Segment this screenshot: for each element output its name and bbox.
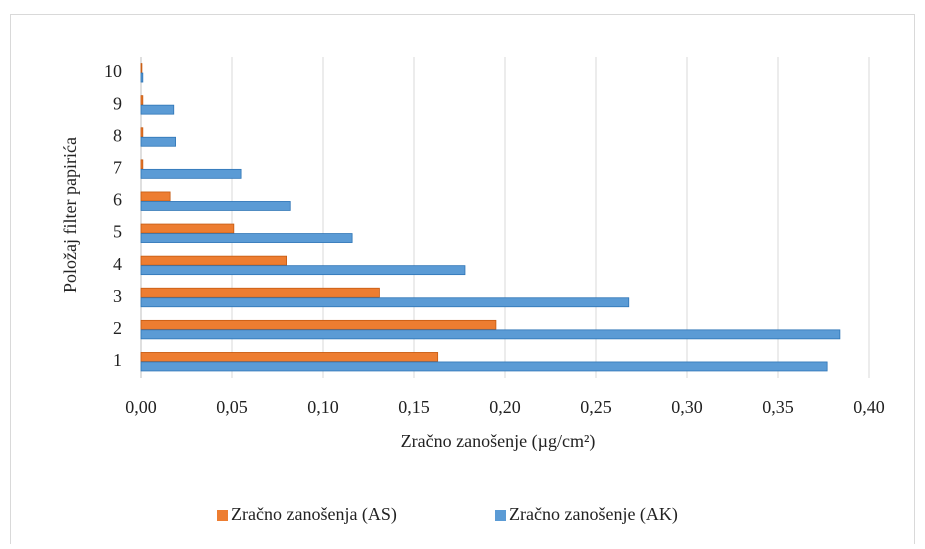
bar [140, 319, 497, 330]
y-tick-label: 7 [113, 157, 122, 177]
x-tick-label: 0,40 [853, 397, 885, 417]
bar [140, 72, 144, 83]
bar [140, 168, 242, 179]
y-axis-label: Položaj filter papirića [60, 137, 80, 293]
y-tick-label: 4 [113, 254, 122, 274]
bar [140, 159, 144, 170]
bar [140, 201, 291, 211]
bar [140, 287, 380, 298]
bar [140, 297, 630, 308]
legend-label: Zračno zanošenje (AK) [509, 504, 678, 525]
x-tick-label: 0,30 [671, 397, 703, 417]
bar [140, 233, 353, 243]
x-tick-label: 0,20 [489, 397, 521, 417]
bar [140, 223, 235, 234]
x-tick-label: 0,25 [580, 397, 612, 417]
bar [140, 191, 171, 202]
bar [140, 352, 439, 362]
bar [140, 63, 143, 73]
bar [140, 255, 288, 266]
bar [140, 104, 175, 115]
y-tick-label: 2 [113, 318, 122, 338]
bar [140, 329, 841, 340]
x-tick-label: 0,15 [398, 397, 430, 417]
y-tick-label: 9 [113, 93, 122, 113]
x-tick-label: 0,05 [216, 397, 248, 417]
legend-swatch [495, 510, 506, 521]
y-tick-label: 6 [113, 190, 122, 210]
y-tick-label: 8 [113, 125, 122, 145]
bar [140, 136, 176, 147]
x-tick-label: 0,00 [125, 397, 157, 417]
y-tick-label: 5 [113, 222, 122, 242]
bar [140, 95, 144, 106]
bar [140, 127, 144, 138]
legend-swatch [217, 510, 228, 521]
chart-frame [10, 14, 915, 545]
y-tick-label: 10 [104, 61, 122, 81]
x-tick-label: 0,10 [307, 397, 339, 417]
x-tick-label: 0,35 [762, 397, 794, 417]
bar [140, 265, 466, 276]
y-tick-label: 3 [113, 286, 122, 306]
legend-label: Zračno zanošenja (AS) [231, 504, 397, 525]
x-axis-label: Zračno zanošenje (µg/cm²) [401, 431, 596, 452]
bar [140, 361, 828, 372]
y-tick-label: 1 [113, 350, 122, 370]
